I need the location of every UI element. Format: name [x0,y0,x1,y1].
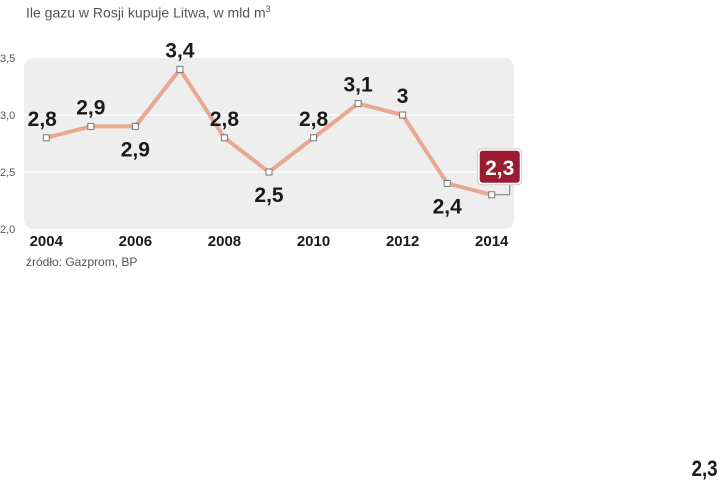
x-tick-label: 2008 [208,233,241,250]
chart-title: Ile gazu w Rosji kupuje Litwa, w mld m3 [26,4,271,21]
data-label: 2,4 [433,195,463,218]
y-tick-label: 2,0 [0,224,15,236]
x-tick-label: 2014 [475,233,509,250]
data-point [310,134,318,142]
x-tick-label: 2012 [386,233,419,250]
source-note: źródło: Gazprom, BP [26,255,138,269]
data-point [42,134,50,142]
data-label: 2,8 [210,108,240,131]
data-point [399,111,407,119]
data-point [443,179,451,187]
x-tick-label: 2006 [119,233,152,250]
data-point [87,122,95,130]
y-tick-label: 3,5 [0,53,15,65]
data-point [265,168,273,176]
data-point [488,191,496,199]
data-label-highlight: 2,3 [485,157,514,180]
y-tick-label: 3,0 [0,110,15,122]
title-superscript: 3 [265,4,271,14]
data-point [354,100,362,108]
data-label: 2,9 [76,96,105,119]
data-label: 2,8 [299,108,329,131]
data-label: 2,5 [254,184,284,207]
x-tick-label: 2004 [30,233,64,250]
x-tick-label: 2010 [297,233,330,250]
data-label: 3,4 [165,39,195,62]
data-label: 2,8 [28,108,58,131]
y-tick-label: 2,5 [0,167,15,179]
data-point [131,122,139,130]
data-point [220,134,228,142]
corner-value-label: 2,3 [691,456,718,481]
callout-box [479,150,520,183]
data-point [176,65,184,73]
data-label: 2,9 [121,138,150,161]
callout-leader [494,182,511,196]
plot-background [24,58,514,229]
data-label: 3 [397,85,409,108]
data-label: 3,1 [343,74,373,97]
